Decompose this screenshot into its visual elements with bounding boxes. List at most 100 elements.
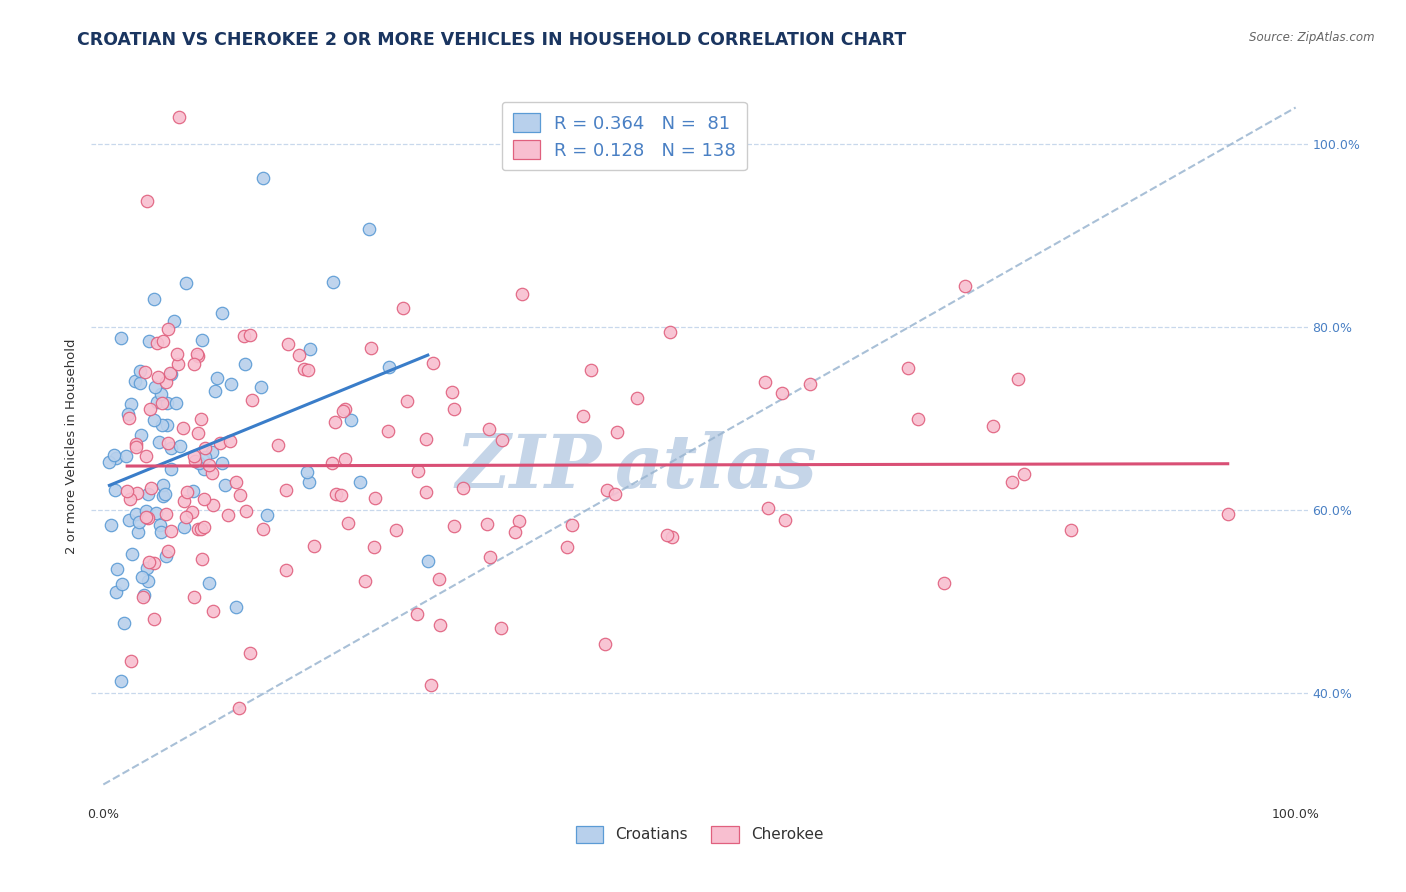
Point <box>174 509 197 524</box>
Point <box>143 556 166 570</box>
Point <box>157 322 180 336</box>
Y-axis label: 2 or more Vehicles in Household: 2 or more Vehicles in Household <box>65 338 79 554</box>
Point <box>134 365 156 379</box>
Point <box>415 485 437 500</box>
Point <box>174 276 197 290</box>
Point <box>953 278 976 293</box>
Point <box>659 325 682 339</box>
Point <box>125 486 148 500</box>
Point <box>136 511 159 525</box>
Point <box>136 561 159 575</box>
Point <box>156 417 179 432</box>
Point <box>202 604 225 618</box>
Point <box>176 484 198 499</box>
Point <box>155 507 177 521</box>
Point <box>491 433 513 447</box>
Point <box>136 194 159 208</box>
Point <box>510 287 533 301</box>
Point <box>160 368 183 382</box>
Point <box>211 306 233 320</box>
Point <box>118 411 141 425</box>
Point <box>146 395 169 409</box>
Point <box>491 621 513 635</box>
Point <box>661 530 683 544</box>
Point <box>173 520 195 534</box>
Point <box>118 491 141 506</box>
Point <box>287 348 309 362</box>
Point <box>451 481 474 495</box>
Point <box>204 384 226 399</box>
Point <box>773 513 796 527</box>
Point <box>478 422 501 436</box>
Point <box>110 331 132 345</box>
Point <box>209 435 232 450</box>
Point <box>138 401 160 416</box>
Point <box>104 585 127 599</box>
Point <box>298 475 321 489</box>
Point <box>197 575 219 590</box>
Point <box>229 488 252 502</box>
Point <box>181 483 204 498</box>
Point <box>104 450 127 465</box>
Point <box>193 492 215 507</box>
Point <box>353 574 375 589</box>
Point <box>232 329 254 343</box>
Point <box>329 488 352 502</box>
Point <box>190 334 212 348</box>
Legend: Croatians, Cherokee: Croatians, Cherokee <box>569 820 830 848</box>
Point <box>156 396 179 410</box>
Point <box>187 522 209 536</box>
Point <box>146 335 169 350</box>
Point <box>135 503 157 517</box>
Point <box>163 314 186 328</box>
Point <box>115 449 138 463</box>
Text: atlas: atlas <box>614 431 817 504</box>
Point <box>477 517 499 532</box>
Point <box>131 570 153 584</box>
Point <box>190 523 212 537</box>
Point <box>145 506 167 520</box>
Point <box>235 503 257 517</box>
Point <box>443 402 465 417</box>
Point <box>932 575 955 590</box>
Point <box>427 572 450 586</box>
Point <box>105 562 128 576</box>
Point <box>626 391 648 405</box>
Point <box>143 292 166 306</box>
Point <box>98 455 121 469</box>
Point <box>201 467 224 481</box>
Point <box>155 375 177 389</box>
Point <box>201 498 224 512</box>
Point <box>150 418 173 433</box>
Text: ZIP: ZIP <box>456 431 602 504</box>
Point <box>198 458 221 472</box>
Point <box>190 412 212 426</box>
Point <box>205 371 228 385</box>
Point <box>406 607 429 621</box>
Point <box>267 438 290 452</box>
Point <box>1001 475 1024 490</box>
Point <box>152 477 174 491</box>
Point <box>277 337 299 351</box>
Point <box>124 437 146 451</box>
Point <box>349 475 371 489</box>
Point <box>240 392 263 407</box>
Point <box>125 507 148 521</box>
Point <box>325 487 347 501</box>
Point <box>1007 372 1029 386</box>
Point <box>194 442 217 456</box>
Point <box>385 524 408 538</box>
Point <box>149 518 172 533</box>
Point <box>150 525 173 540</box>
Point <box>157 435 180 450</box>
Point <box>363 540 385 554</box>
Point <box>146 370 169 384</box>
Point <box>156 544 179 558</box>
Point <box>508 514 530 528</box>
Point <box>211 456 233 470</box>
Point <box>201 444 224 458</box>
Point <box>321 456 343 470</box>
Point <box>252 171 274 186</box>
Point <box>153 486 176 500</box>
Point <box>159 367 181 381</box>
